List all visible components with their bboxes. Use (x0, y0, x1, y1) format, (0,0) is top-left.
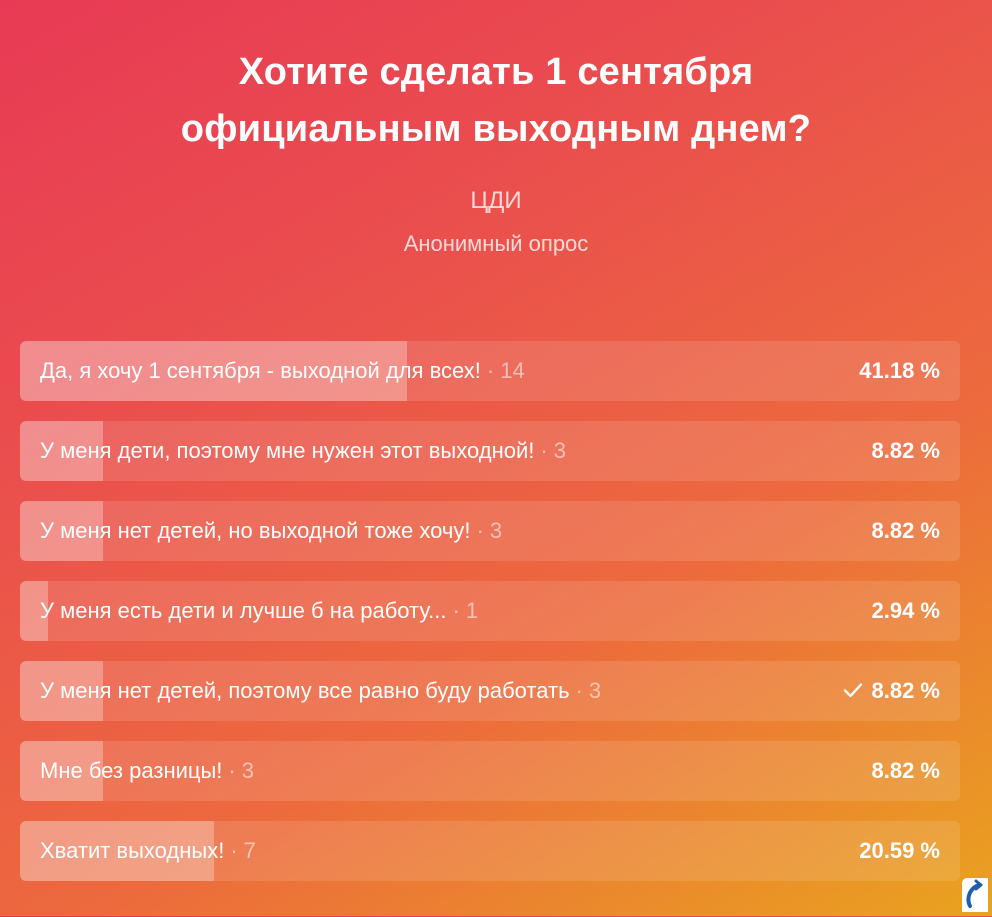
vote-count-separator: · (476, 518, 484, 543)
poll-option[interactable]: Хватит выходных! · 7 20.59 % (20, 821, 960, 881)
poll-option-label: У меня есть дети и лучше б на работу... ·… (40, 581, 478, 641)
vote-count-separator: · (540, 438, 548, 463)
poll-option-bar (20, 421, 103, 481)
poll-option[interactable]: У меня есть дети и лучше б на работу... ·… (20, 581, 960, 641)
vote-count-separator: · (575, 678, 583, 703)
poll-option[interactable]: У меня нет детей, но выходной тоже хочу!… (20, 501, 960, 561)
poll-type-label: Анонимный опрос (403, 231, 589, 256)
poll-option-percent-wrap: 8.82 % (872, 421, 941, 481)
checkmark-icon (843, 683, 862, 698)
poll-option-bar (20, 661, 103, 721)
poll-option-percent: 8.82 % (871, 678, 941, 703)
poll-option-vote-count: 3 (489, 518, 503, 543)
vote-count-separator: · (452, 598, 460, 623)
vote-count-separator: · (230, 838, 238, 863)
poll-option-percent: 8.82 % (871, 438, 941, 463)
poll-option-vote-count: 3 (241, 758, 254, 783)
poll-option-text: У меня нет детей, поэтому все равно буду… (40, 678, 570, 703)
poll-option-text: Да, я хочу 1 сентября - выходной для все… (40, 358, 481, 383)
poll-option[interactable]: Да, я хочу 1 сентября - выходной для все… (20, 341, 960, 401)
poll-option-text: У меня есть дети и лучше б на работу... (40, 598, 447, 623)
poll-option-bar (20, 341, 408, 401)
poll-option-percent: 2.94 % (871, 598, 941, 623)
poll-option-text: Хватит выходных! (40, 838, 225, 863)
poll-option[interactable]: Мне без разницы! · 3 8.82 % (20, 741, 960, 801)
poll-option-percent-wrap: 8.82 % (842, 661, 941, 721)
poll-option-label: Да, я хочу 1 сентября - выходной для все… (40, 341, 525, 401)
poll-option-percent: 20.59 % (859, 838, 940, 863)
poll-option-label: У меня дети, поэтому мне нужен этот выхо… (40, 421, 566, 481)
poll-option-label: У меня нет детей, поэтому все равно буду… (40, 661, 601, 721)
poll-author[interactable]: ЦДИ (470, 187, 522, 214)
poll-option-text: У меня нет детей, но выходной тоже хочу! (40, 518, 471, 543)
poll-option-percent: 41.18 % (859, 358, 940, 383)
poll-option[interactable]: У меня нет детей, поэтому все равно буду… (20, 661, 960, 721)
app-logo-icon (962, 878, 988, 912)
poll-option-text: Мне без разницы! (40, 758, 223, 783)
poll-option-label: У меня нет детей, но выходной тоже хочу!… (40, 501, 502, 561)
poll-option-vote-count: 7 (243, 838, 256, 863)
poll-option-bar (20, 821, 214, 881)
poll-option[interactable]: У меня дети, поэтому мне нужен этот выхо… (20, 421, 960, 481)
poll-option-percent: 8.82 % (871, 758, 941, 783)
poll-option-vote-count: 1 (465, 598, 479, 623)
poll-option-percent-wrap: 2.94 % (872, 581, 941, 641)
poll-option-text: У меня дети, поэтому мне нужен этот выхо… (40, 438, 535, 463)
poll-option-bar (20, 741, 103, 801)
poll-option-label: Хватит выходных! · 7 (40, 821, 256, 881)
vote-count-separator: · (228, 758, 236, 783)
poll-option-percent-wrap: 8.82 % (872, 741, 941, 801)
poll-option-label: Мне без разницы! · 3 (40, 741, 254, 801)
poll-option-bar (20, 581, 48, 641)
poll-option-vote-count: 14 (500, 358, 525, 383)
poll-option-percent-wrap: 41.18 % (859, 341, 940, 401)
app-logo-glyph (966, 879, 983, 908)
vote-count-separator: · (486, 358, 495, 383)
poll-option-bar (20, 501, 103, 561)
poll-option-percent-wrap: 8.82 % (872, 501, 941, 561)
poll-option-vote-count: 3 (588, 678, 602, 703)
poll-option-percent-wrap: 20.59 % (859, 821, 940, 881)
poll-title: Хотите сделать 1 сентября официальным вы… (180, 51, 812, 150)
poll-option-percent: 8.82 % (871, 518, 941, 543)
poll-option-vote-count: 3 (553, 438, 566, 463)
poll-options-list: Да, я хочу 1 сентября - выходной для все… (20, 341, 960, 901)
